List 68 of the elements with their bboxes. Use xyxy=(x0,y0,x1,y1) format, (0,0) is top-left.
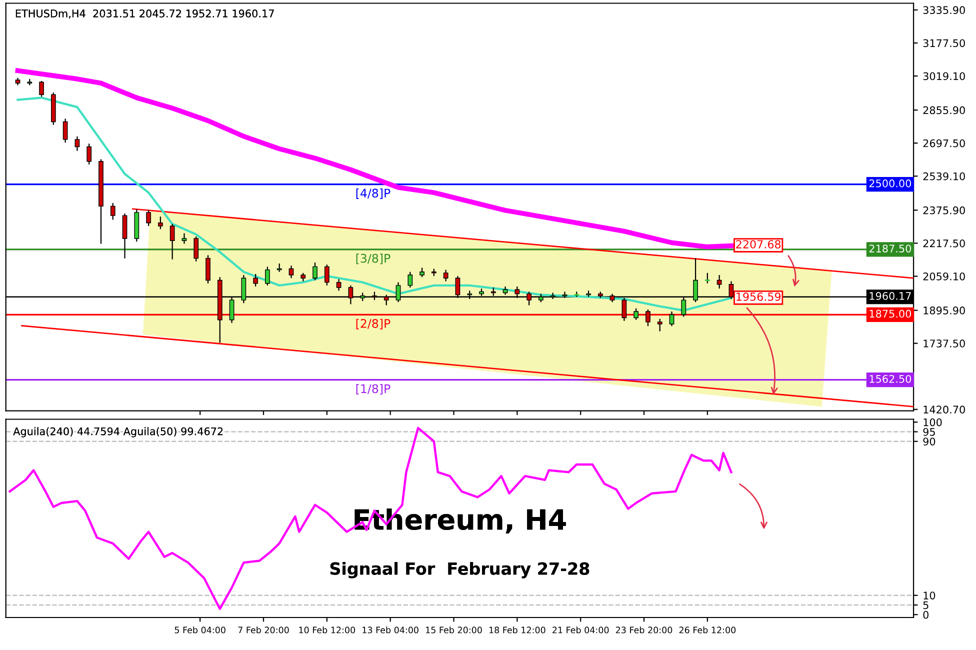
y-tick-label: 1420.70 xyxy=(924,406,965,414)
annotation: 1875.00 xyxy=(870,310,912,318)
y-tick-label: 1895.90 xyxy=(924,306,965,314)
x-tick-label: 18 Feb 12:00 xyxy=(489,626,546,634)
annotation: Aguila(240) 44.7594 Aguila(50) 99.4672 xyxy=(13,427,223,438)
y-tick-label: 2855.90 xyxy=(923,106,965,114)
annotation: 1960.17 xyxy=(870,292,911,300)
annotation: 1956.59 xyxy=(736,292,781,301)
x-tick-label: 26 Feb 12:00 xyxy=(679,626,736,634)
candlestick xyxy=(39,80,44,98)
candlestick xyxy=(657,318,662,332)
y-tick-label: 2217.50 xyxy=(923,239,965,248)
ref-line-label: [4/8]P xyxy=(356,188,390,199)
annotation: 1562.50 xyxy=(870,374,912,383)
candlestick xyxy=(265,266,270,286)
x-tick-label: 15 Feb 20:00 xyxy=(426,626,482,634)
candlestick xyxy=(86,143,92,166)
annotation: ETHUSDm,H4 2031.51 2045.72 1952.71 1960.17 xyxy=(16,10,274,18)
candlestick xyxy=(634,308,639,320)
candlestick xyxy=(716,274,722,290)
y-tick-label: 95 xyxy=(923,428,935,436)
annotation: Signaal For February 27-28 xyxy=(330,562,590,578)
candlestick xyxy=(146,210,151,227)
candlestick xyxy=(74,136,80,152)
x-tick-label: 7 Feb 20:00 xyxy=(238,626,289,634)
y-tick-label: 3019.10 xyxy=(923,72,965,80)
annotation: 2207.68 xyxy=(736,240,781,248)
annotation: 2500.00 xyxy=(869,179,912,188)
annotation: 2187.50 xyxy=(869,244,912,252)
y-tick-label: 2059.10 xyxy=(923,272,965,280)
y-tick-label: 2697.50 xyxy=(923,139,965,148)
candlestick xyxy=(669,310,674,327)
x-tick-label: 13 Feb 04:00 xyxy=(362,626,418,634)
x-tick-label: 23 Feb 20:00 xyxy=(616,626,672,634)
candlestick xyxy=(194,236,199,262)
ref-line-label: [1/8]P xyxy=(356,384,390,395)
ref-line-label: [2/8]P xyxy=(356,318,390,330)
candlestick xyxy=(288,265,294,279)
y-tick-label: 2539.10 xyxy=(923,172,965,180)
y-tick-label: 3177.50 xyxy=(923,39,965,48)
y-tick-label: 1737.50 xyxy=(924,340,965,348)
candlestick xyxy=(182,232,187,244)
candlestick xyxy=(170,223,175,260)
candlestick xyxy=(110,202,116,220)
ref-line-label: [3/8]P xyxy=(356,254,390,264)
candlestick xyxy=(420,267,424,278)
candlestick xyxy=(62,118,68,144)
y-tick-label: 90 xyxy=(923,438,936,446)
y-tick-label: 3335.90 xyxy=(923,6,965,14)
y-tick-label: 100 xyxy=(924,418,942,426)
x-tick-label: 5 Feb 04:00 xyxy=(174,626,226,634)
candlestick xyxy=(704,272,710,284)
x-tick-label: 21 Feb 04:00 xyxy=(552,626,609,634)
candlestick xyxy=(312,262,318,281)
y-tick-label: 10 xyxy=(924,592,936,600)
candlestick xyxy=(443,269,448,282)
candlestick xyxy=(158,216,163,230)
y-tick-label: 2375.90 xyxy=(923,206,965,214)
candlestick xyxy=(122,212,128,259)
y-tick-label: 5 xyxy=(923,601,928,610)
y-tick-label: 0 xyxy=(923,610,928,619)
candlestick xyxy=(408,271,413,288)
x-tick-label: 10 Feb 12:00 xyxy=(299,626,356,634)
candlestick xyxy=(336,278,342,292)
candlestick xyxy=(206,254,210,284)
candlestick xyxy=(253,273,258,288)
candlestick xyxy=(324,264,330,286)
candlestick xyxy=(646,308,650,327)
